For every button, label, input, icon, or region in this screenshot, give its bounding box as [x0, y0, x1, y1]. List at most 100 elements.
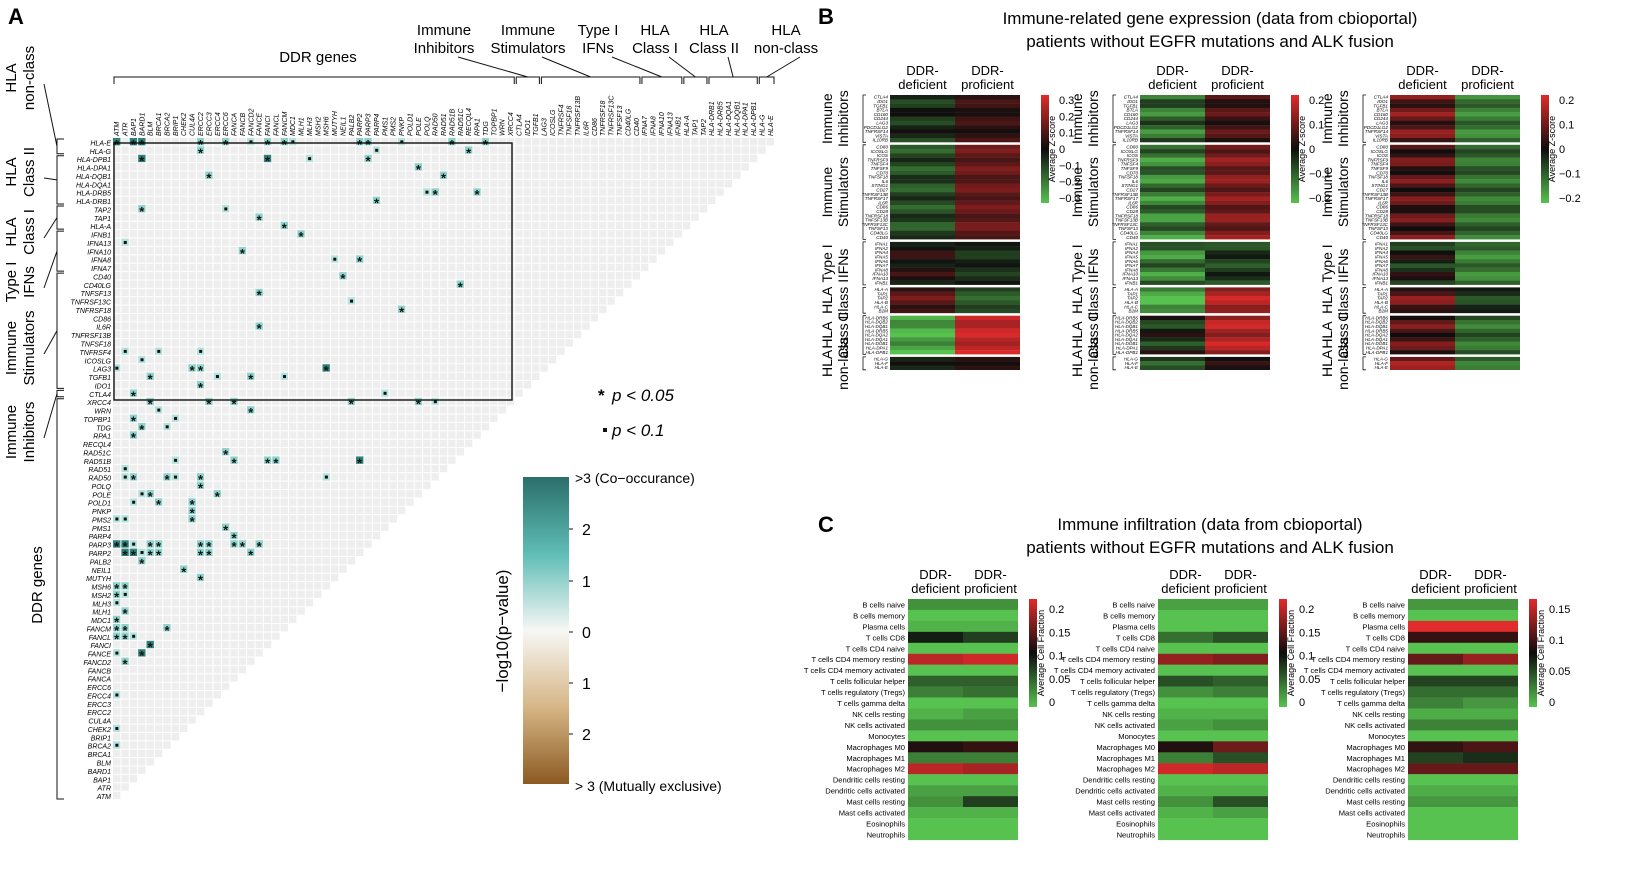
matrix-cell — [205, 582, 213, 590]
matrix-cell — [213, 238, 221, 246]
matrix-cell — [490, 322, 498, 330]
matrix-cell — [247, 188, 255, 196]
matrix-cell — [297, 339, 305, 347]
matrix-cell — [506, 146, 515, 154]
matrix-cell — [523, 339, 531, 347]
matrix-cell — [347, 523, 356, 531]
matrix-cell — [297, 573, 305, 582]
matrix-cell — [364, 489, 372, 498]
matrix-cell — [649, 138, 657, 146]
matrix-cell — [238, 288, 247, 297]
column-group-label: Inhibitors — [414, 40, 475, 57]
panel-c-column-header: DDR- — [919, 567, 952, 582]
matrix-cell — [607, 213, 615, 221]
matrix-cell — [163, 632, 171, 640]
infiltration-cell-deficient — [1408, 818, 1463, 830]
matrix-cell — [330, 246, 339, 255]
matrix-cell — [255, 205, 263, 213]
matrix-cell — [381, 171, 389, 179]
matrix-cell — [163, 288, 171, 297]
matrix-cell — [339, 523, 347, 531]
significance-star: * — [240, 539, 246, 554]
matrix-cell — [322, 573, 330, 582]
significance-star: * — [148, 372, 154, 387]
matrix-cell — [255, 364, 263, 372]
matrix-cell — [163, 339, 171, 347]
matrix-cell — [188, 188, 196, 196]
heat-cell-proficient — [1455, 200, 1520, 206]
matrix-cell — [171, 489, 180, 498]
matrix-cell — [448, 389, 456, 397]
matrix-cell — [322, 272, 330, 280]
matrix-cell — [280, 196, 288, 205]
matrix-cell — [699, 146, 707, 154]
column-group-leader — [611, 56, 663, 78]
matrix-cell — [221, 674, 230, 682]
matrix-cell — [129, 389, 138, 397]
panel-b-group-label: IFNs — [1085, 249, 1101, 279]
matrix-cell — [314, 205, 322, 213]
panel-c-cell-type-label: B cells naive — [862, 600, 905, 609]
matrix-cell — [330, 557, 339, 565]
matrix-cell — [414, 473, 423, 481]
matrix-cell — [473, 179, 481, 188]
heat-cell-proficient — [1455, 328, 1520, 334]
matrix-cell — [490, 246, 498, 255]
matrix-cell — [548, 179, 557, 188]
matrix-cell — [414, 179, 423, 188]
matrix-cell — [230, 674, 238, 682]
panel-b-column-header: proficient — [1461, 77, 1514, 92]
panel-b-gene-label: TNFRSF18 — [1365, 213, 1389, 218]
matrix-cell — [347, 364, 356, 372]
matrix-cell — [280, 322, 288, 330]
panel-b-column-header: deficient — [1398, 77, 1447, 92]
matrix-cell — [213, 305, 221, 313]
matrix-cell — [674, 230, 682, 238]
matrix-cell — [113, 288, 121, 297]
matrix-cell — [406, 431, 414, 439]
matrix-cell — [406, 355, 414, 364]
matrix-cell — [163, 716, 171, 724]
matrix-cell — [180, 221, 188, 230]
panel-c-cell-type-label: B cells naive — [1112, 600, 1155, 609]
matrix-cell — [121, 205, 129, 213]
significance-star: * — [324, 363, 330, 378]
matrix-cell — [347, 515, 356, 523]
matrix-cell — [221, 263, 230, 272]
matrix-cell — [221, 146, 230, 154]
matrix-cell — [599, 196, 607, 205]
matrix-cell — [138, 364, 146, 372]
matrix-cell — [255, 322, 263, 330]
matrix-cell — [154, 548, 163, 556]
matrix-cell — [389, 138, 397, 146]
matrix-cell — [163, 590, 171, 598]
matrix-cell — [406, 255, 414, 263]
matrix-cell — [171, 221, 180, 230]
panel-b-gene-label: TAP1 — [877, 291, 889, 296]
matrix-cell — [456, 263, 464, 272]
matrix-cell — [515, 389, 523, 397]
matrix-cell — [347, 255, 356, 263]
matrix-cell — [146, 540, 154, 548]
matrix-cell — [330, 531, 339, 540]
heat-cell-proficient — [1455, 250, 1520, 255]
column-gene-label: IFNA10 — [659, 112, 666, 136]
panel-b-gene-label: TNFRSF18 — [865, 213, 889, 218]
panel-b-gene-label: TNFSF4 — [1371, 162, 1389, 167]
significance-star: * — [349, 397, 355, 412]
matrix-cell — [607, 146, 615, 154]
matrix-cell — [188, 624, 196, 632]
matrix-cell — [171, 615, 180, 624]
matrix-cell — [129, 573, 138, 582]
matrix-cell — [464, 347, 473, 355]
matrix-cell — [163, 138, 171, 146]
matrix-cell — [138, 397, 146, 406]
matrix-cell — [657, 146, 666, 154]
row-group-label: HLA — [3, 63, 20, 92]
matrix-cell — [397, 213, 406, 221]
matrix-cell — [532, 355, 540, 364]
matrix-cell — [180, 406, 188, 414]
matrix-cell — [314, 372, 322, 381]
matrix-cell — [314, 364, 322, 372]
